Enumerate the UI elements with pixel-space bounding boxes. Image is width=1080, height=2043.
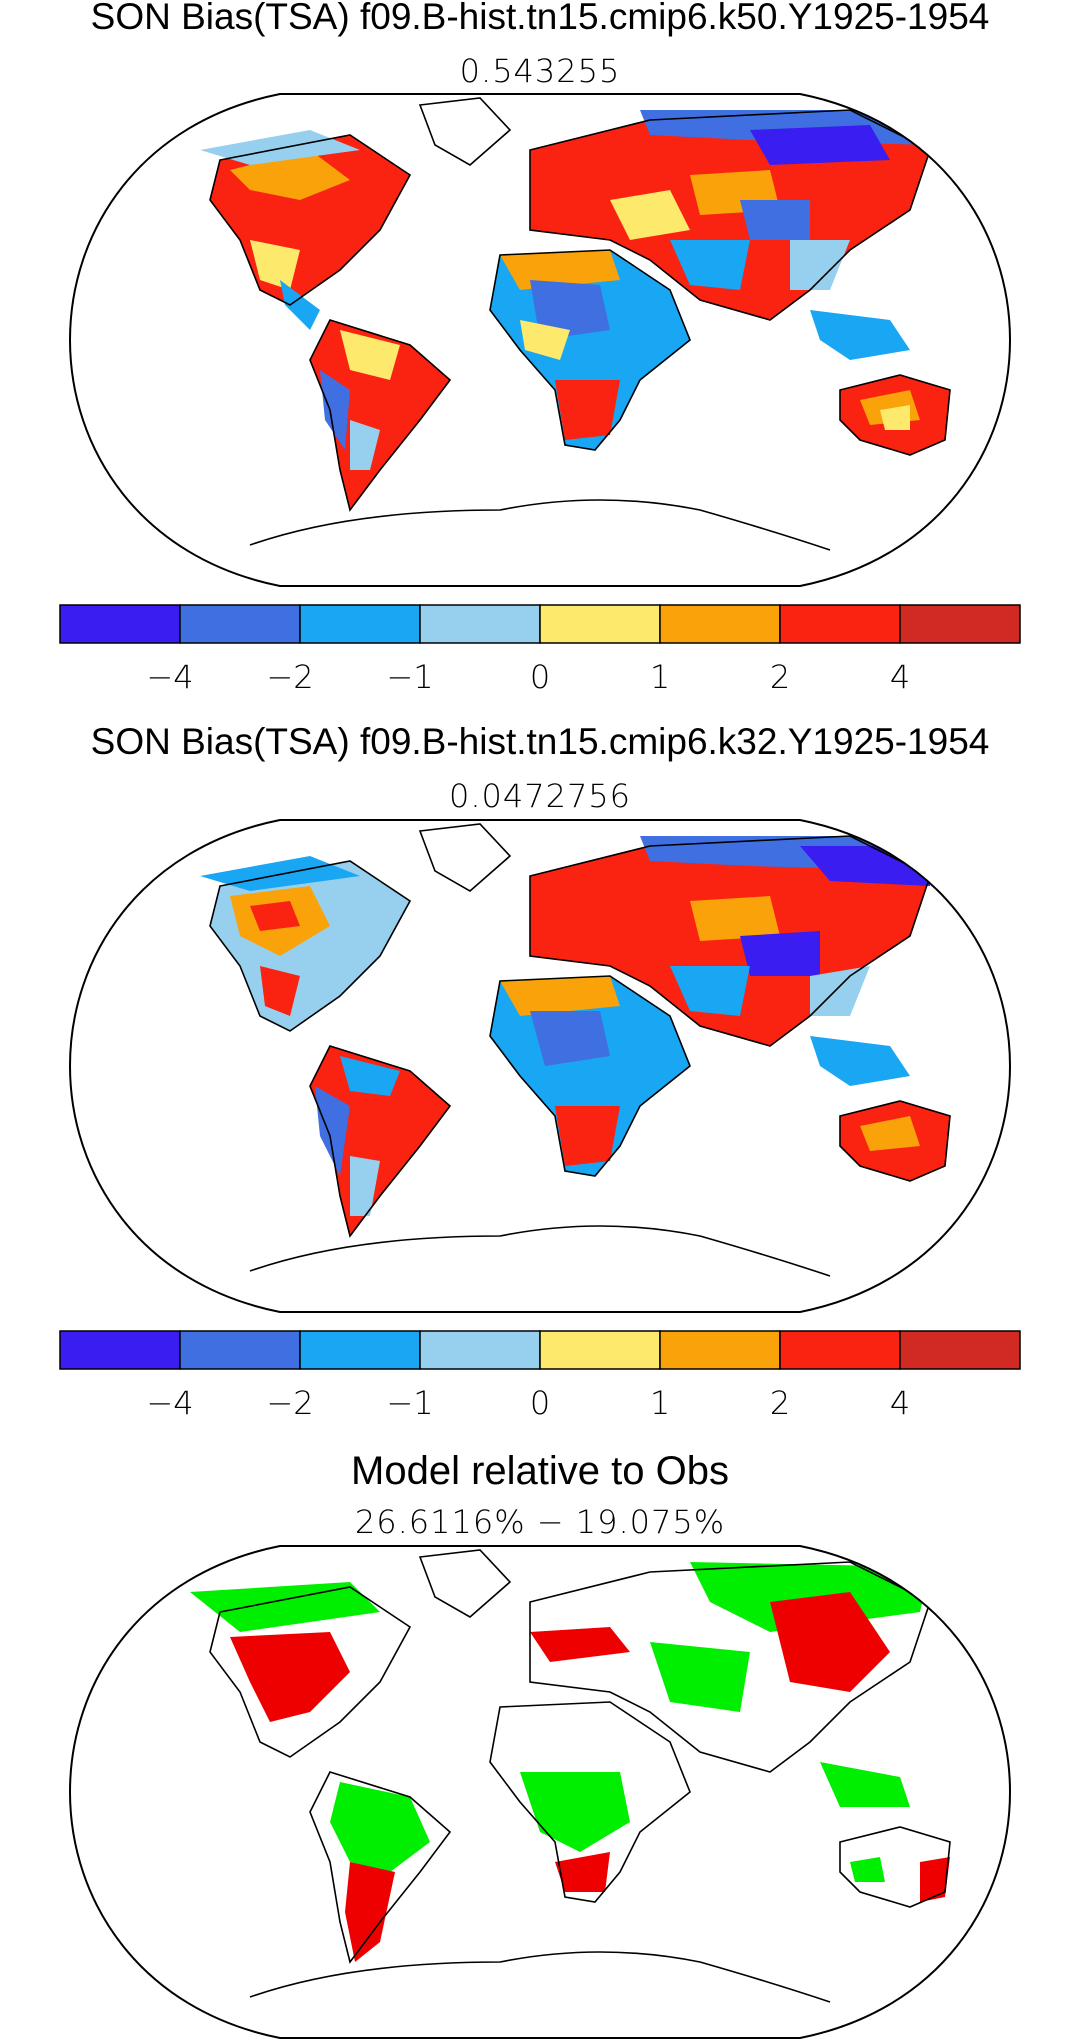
colorbar-tick-label: −2 bbox=[266, 658, 313, 696]
colorbar-tick-label: 4 bbox=[890, 1384, 910, 1422]
panel2-colorbar: −4 −2 −1 0 1 2 4 bbox=[59, 1330, 1021, 1422]
colorbar-box bbox=[179, 1330, 301, 1370]
colorbar-tick-label: 2 bbox=[770, 1384, 790, 1422]
better-region bbox=[850, 1857, 885, 1882]
panel3-land-field bbox=[190, 1562, 950, 1962]
colorbar-box bbox=[59, 1330, 181, 1370]
panel2-bias-map bbox=[69, 819, 1011, 1313]
panel3-title: Model relative to Obs bbox=[351, 1449, 729, 1493]
panel2-title: SON Bias(TSA) f09.B-hist.tn15.cmip6.k32.… bbox=[90, 721, 990, 762]
better-region bbox=[330, 1782, 430, 1872]
panel1-bias-map bbox=[69, 93, 1011, 587]
panel1-title: SON Bias(TSA) f09.B-hist.tn15.cmip6.k50.… bbox=[90, 0, 990, 37]
worse-region bbox=[770, 1592, 890, 1692]
colorbar-box bbox=[779, 1330, 901, 1370]
colorbar-tick-label: 4 bbox=[890, 658, 910, 696]
colorbar-box bbox=[659, 1330, 781, 1370]
better-region bbox=[820, 1762, 910, 1807]
worse-region bbox=[530, 1627, 630, 1662]
colorbar-tick-label: 1 bbox=[650, 658, 670, 696]
panel2-colorbar-boxes bbox=[59, 1330, 1021, 1370]
colorbar-box bbox=[539, 1330, 661, 1370]
panel3-coastlines bbox=[209, 1549, 951, 2003]
panel2-land-field bbox=[200, 836, 950, 1236]
panel1-coastlines bbox=[209, 97, 951, 551]
panel2-global-mean: 0.0472756 bbox=[448, 777, 632, 815]
panel1-global-mean: 0.543255 bbox=[459, 52, 621, 90]
worse-region bbox=[230, 1632, 350, 1722]
colorbar-box bbox=[659, 604, 781, 644]
better-region bbox=[190, 1582, 380, 1632]
colorbar-box bbox=[539, 604, 661, 644]
worse-region bbox=[345, 1862, 395, 1962]
colorbar-tick-label: −2 bbox=[266, 1384, 313, 1422]
panel2-colorbar-labels: −4 −2 −1 0 1 2 4 bbox=[146, 1384, 910, 1422]
colorbar-box bbox=[899, 604, 1021, 644]
panel1-colorbar: −4 −2 −1 0 1 2 4 bbox=[59, 604, 1021, 696]
colorbar-box bbox=[779, 604, 901, 644]
colorbar-tick-label: 0 bbox=[530, 658, 550, 696]
panel2-map-outline bbox=[69, 819, 1011, 1313]
colorbar-tick-label: 2 bbox=[770, 658, 790, 696]
panel1-land-field bbox=[200, 110, 950, 510]
colorbar-box bbox=[419, 1330, 541, 1370]
panel1-colorbar-boxes bbox=[59, 604, 1021, 644]
panel1-map-outline bbox=[69, 93, 1011, 587]
panel1-colorbar-labels: −4 −2 −1 0 1 2 4 bbox=[146, 658, 910, 696]
panel3-percentages: 26.6116% − 19.075% bbox=[354, 1503, 726, 1541]
colorbar-tick-label: −4 bbox=[146, 1384, 193, 1422]
worse-region bbox=[555, 1852, 610, 1892]
colorbar-box bbox=[179, 604, 301, 644]
better-region bbox=[520, 1772, 630, 1852]
worse-region bbox=[920, 1857, 950, 1902]
colorbar-tick-label: −1 bbox=[386, 1384, 433, 1422]
panel3-map-outline bbox=[69, 1545, 1011, 2039]
colorbar-box bbox=[419, 604, 541, 644]
colorbar-tick-label: −4 bbox=[146, 658, 193, 696]
colorbar-box bbox=[299, 604, 421, 644]
colorbar-tick-label: −1 bbox=[386, 658, 433, 696]
colorbar-box bbox=[299, 1330, 421, 1370]
better-region bbox=[650, 1642, 750, 1712]
colorbar-box bbox=[59, 604, 181, 644]
panel2-coastlines bbox=[209, 823, 951, 1277]
panel3-comparison-map bbox=[69, 1545, 1011, 2039]
colorbar-box bbox=[899, 1330, 1021, 1370]
colorbar-tick-label: 1 bbox=[650, 1384, 670, 1422]
colorbar-tick-label: 0 bbox=[530, 1384, 550, 1422]
